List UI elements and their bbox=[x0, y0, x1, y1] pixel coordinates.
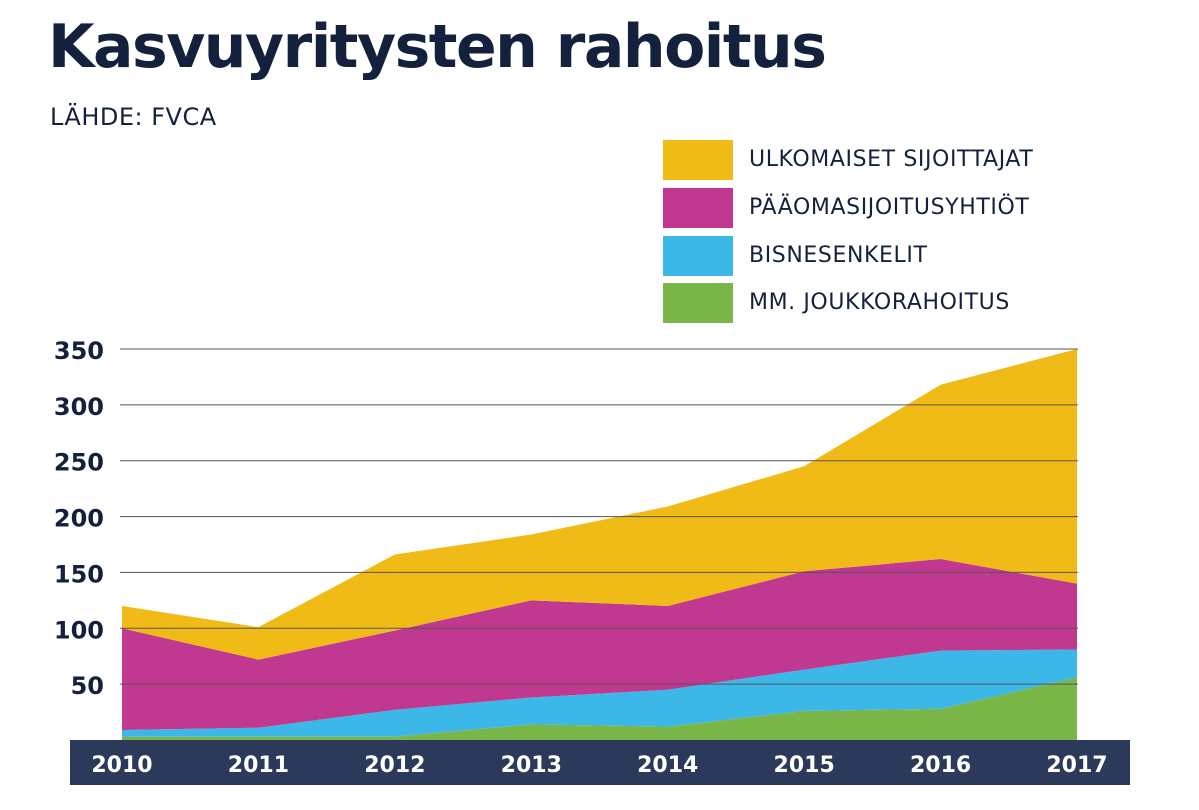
x-tick-label: 2016 bbox=[910, 753, 971, 778]
legend-swatch-bisnesenkelit bbox=[663, 236, 733, 276]
legend-label-joukkorahoitus: MM. JOUKKORAHOITUS bbox=[749, 290, 1010, 315]
y-tick-label: 300 bbox=[54, 393, 104, 421]
x-axis-band bbox=[70, 740, 1130, 785]
y-tick-label: 150 bbox=[54, 560, 104, 588]
legend-label-paaomasijoitus: PÄÄOMASIJOITUSYHTIÖT bbox=[749, 195, 1030, 220]
x-tick-label: 2017 bbox=[1046, 753, 1107, 778]
legend-label-bisnesenkelit: BISNESENKELIT bbox=[749, 243, 928, 268]
legend-item-bisnesenkelit: BISNESENKELIT bbox=[663, 236, 1123, 276]
legend-item-joukkorahoitus: MM. JOUKKORAHOITUS bbox=[663, 283, 1123, 323]
x-tick-label: 2010 bbox=[91, 753, 152, 778]
legend-swatch-joukkorahoitus bbox=[663, 283, 733, 323]
legend-item-ulkomaiset: ULKOMAISET SIJOITTAJAT bbox=[663, 140, 1123, 180]
y-tick-label: 350 bbox=[54, 337, 104, 365]
legend-swatch-ulkomaiset bbox=[663, 140, 733, 180]
x-tick-label: 2011 bbox=[228, 753, 289, 778]
x-tick-label: 2012 bbox=[364, 753, 425, 778]
x-tick-label: 2013 bbox=[501, 753, 562, 778]
y-tick-label: 250 bbox=[54, 449, 104, 477]
area-series-3 bbox=[122, 349, 1077, 660]
legend-swatch-paaomasijoitus bbox=[663, 188, 733, 228]
chart-source: LÄHDE: FVCA bbox=[50, 103, 217, 131]
y-tick-label: 200 bbox=[54, 505, 104, 533]
y-tick-label: 50 bbox=[71, 672, 104, 700]
chart-title: Kasvuyritysten rahoitus bbox=[48, 12, 827, 82]
legend-item-paaomasijoitus: PÄÄOMASIJOITUSYHTIÖT bbox=[663, 188, 1123, 228]
legend-label-ulkomaiset: ULKOMAISET SIJOITTAJAT bbox=[749, 147, 1034, 172]
area-series-2 bbox=[122, 559, 1077, 730]
area-series-1 bbox=[122, 649, 1077, 737]
x-tick-label: 2015 bbox=[774, 753, 835, 778]
y-tick-label: 100 bbox=[54, 616, 104, 644]
area-series-0 bbox=[122, 677, 1077, 740]
x-tick-label: 2014 bbox=[637, 753, 698, 778]
